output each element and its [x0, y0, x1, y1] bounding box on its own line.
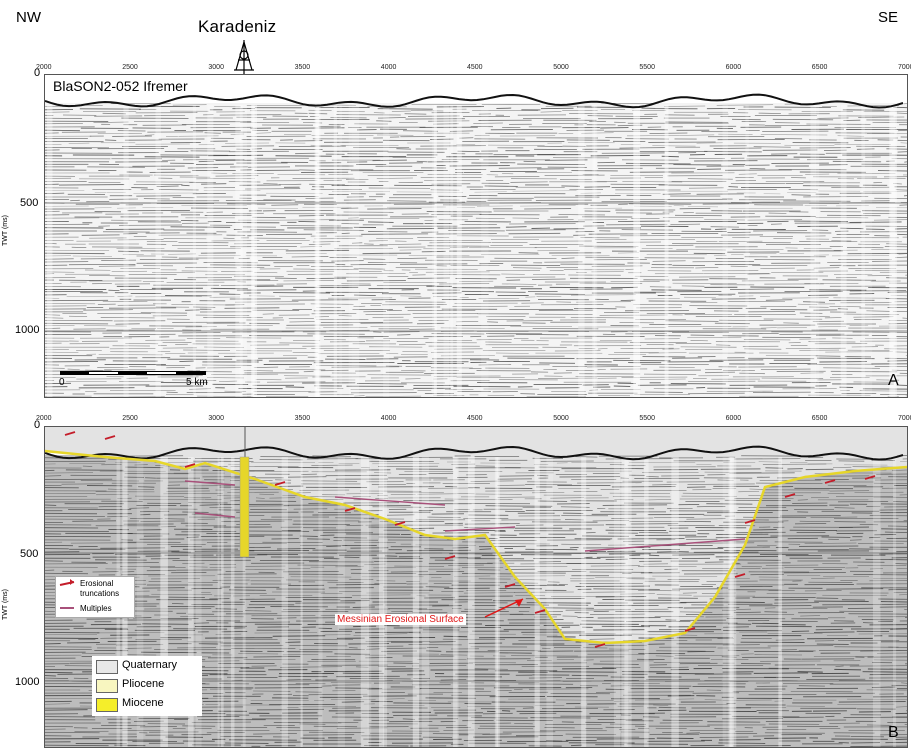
scale-end-label: 5 km [186, 377, 208, 388]
twt-1000-b: 1000 [15, 676, 40, 688]
cdp-tick-label: 6500 [811, 415, 828, 422]
cdp-tick-label: 4500 [467, 64, 483, 71]
twt-500-b: 500 [20, 548, 39, 560]
pliocene-label: Pliocene [122, 678, 165, 690]
cdp-tick-label: 5000 [553, 415, 569, 422]
cdp-tick-label: 2000 [36, 64, 52, 71]
seismic-panel-a [44, 74, 908, 398]
cdp-tick-label: 5500 [639, 415, 655, 422]
cdp-tick-label: 2500 [122, 415, 138, 422]
panel-letter-a: A [888, 372, 899, 389]
well-name-label: Karadeniz [198, 17, 277, 36]
scale-bar [60, 371, 206, 375]
twt-zero-b: 0 [34, 419, 41, 431]
quaternary-swatch [96, 660, 118, 674]
cdp-tick-label: 2500 [122, 64, 138, 71]
multiples-label: Multiples [80, 604, 112, 613]
twt-1000-a: 1000 [15, 324, 40, 336]
cdp-tick-label: 6000 [725, 64, 742, 71]
cdp-tick-label: 3000 [208, 64, 224, 71]
panel-letter-b: B [888, 724, 899, 741]
cdp-tick-label: 4500 [467, 415, 483, 422]
direction-nw-label: NW [16, 9, 41, 26]
line-label: BlaSON2-052 Ifremer [50, 78, 191, 94]
mes-label: Messinian Erosional Surface [335, 614, 466, 625]
cdp-tick-label: 5500 [639, 64, 655, 71]
twt-axis-label-b: TWT (ms) [2, 589, 9, 620]
pliocene-swatch [96, 679, 118, 693]
twt-axis-label-a: TWT (ms) [2, 215, 9, 246]
strat-legend: Quaternary Pliocene Miocene [92, 656, 202, 716]
twt-zero-a: 0 [34, 67, 41, 79]
cdp-tick-label: 6000 [725, 415, 742, 422]
cdp-tick-label: 2000 [36, 415, 52, 422]
erosional-label: Erosional [80, 579, 114, 588]
cdp-tick-label: 3000 [208, 415, 224, 422]
cdp-tick-label: 6500 [811, 64, 828, 71]
seismic-section-a [45, 75, 907, 397]
scale-start-label: 0 [59, 377, 65, 388]
cdp-tick-label: 3500 [294, 415, 311, 422]
direction-se-label: SE [878, 9, 899, 26]
cdp-tick-label: 4000 [380, 64, 397, 71]
cdp-tick-label: 3500 [294, 64, 311, 71]
miocene-swatch [96, 698, 118, 712]
quaternary-label: Quaternary [122, 659, 178, 671]
cdp-tick-label: 4000 [380, 415, 397, 422]
cdp-tick-label: 5000 [553, 64, 569, 71]
miocene-label: Miocene [122, 697, 164, 709]
annotation-legend-box: Erosional truncations Multiples [55, 576, 135, 618]
twt-500-a: 500 [20, 197, 39, 209]
truncations-label: truncations [80, 589, 120, 598]
